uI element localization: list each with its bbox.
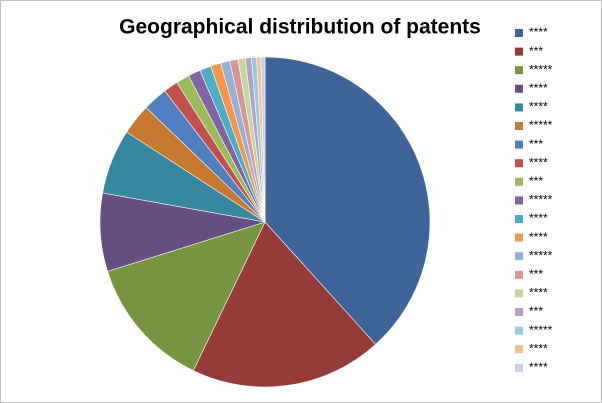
legend-swatch: [515, 215, 523, 223]
legend-swatch: [515, 159, 523, 167]
legend-label: ****: [529, 100, 548, 114]
legend-label: ***: [529, 304, 543, 318]
legend-swatch: [515, 48, 523, 56]
legend-swatch: [515, 122, 523, 130]
legend-label: ***: [529, 174, 543, 188]
legend-swatch: [515, 196, 523, 204]
legend-label: ***: [529, 137, 543, 151]
legend-label: *****: [529, 248, 553, 262]
legend-swatch: [515, 289, 523, 297]
legend-swatch: [515, 364, 523, 372]
legend-label: *****: [529, 193, 553, 207]
legend-label: *****: [529, 62, 553, 76]
legend-swatch: [515, 308, 523, 316]
legend-swatch: [515, 103, 523, 111]
legend-swatch: [515, 271, 523, 279]
legend-label: ****: [529, 211, 548, 225]
legend-label: ***: [529, 44, 543, 58]
legend-swatch: [515, 234, 523, 242]
legend-swatch: [515, 66, 523, 74]
legend-label: *****: [529, 323, 553, 337]
legend-swatch: [515, 29, 523, 37]
legend-label: ***: [529, 267, 543, 281]
legend-label: ****: [529, 360, 548, 374]
pie: [100, 57, 430, 387]
legend-label: ****: [529, 25, 548, 39]
legend-swatch: [515, 327, 523, 335]
legend-label: ****: [529, 341, 548, 355]
legend-label: ****: [529, 230, 548, 244]
legend-swatch: [515, 85, 523, 93]
legend-swatch: [515, 345, 523, 353]
legend-label: ****: [529, 81, 548, 95]
legend-label: ****: [529, 286, 548, 300]
legend-swatch: [515, 252, 523, 260]
legend-swatch: [515, 141, 523, 149]
legend-label: ****: [529, 155, 548, 169]
legend-swatch: [515, 178, 523, 186]
legend-label: *****: [529, 118, 553, 132]
chart-title: Geographical distribution of patents: [119, 16, 481, 39]
